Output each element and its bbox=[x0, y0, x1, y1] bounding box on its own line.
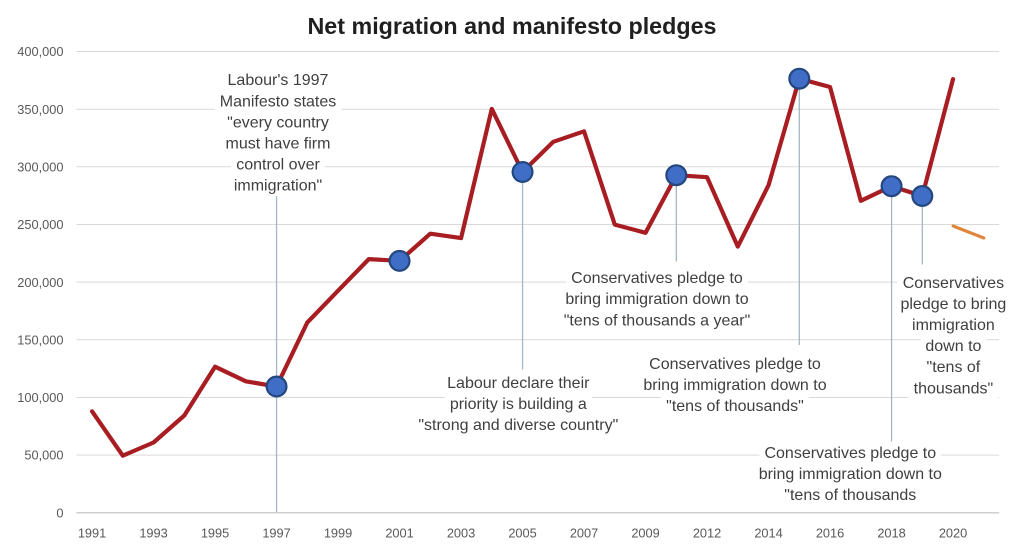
svg-text:1999: 1999 bbox=[324, 526, 352, 541]
svg-text:1995: 1995 bbox=[201, 526, 229, 541]
svg-text:Conservatives pledge to: Conservatives pledge to bbox=[571, 270, 743, 287]
svg-text:bring immigration down to: bring immigration down to bbox=[643, 377, 826, 394]
svg-text:immigration": immigration" bbox=[234, 178, 322, 195]
svg-text:Net migration and manifesto pl: Net migration and manifesto pledges bbox=[307, 13, 716, 39]
svg-text:0: 0 bbox=[56, 505, 63, 520]
svg-text:50,000: 50,000 bbox=[24, 448, 63, 463]
svg-text:Manifesto states: Manifesto states bbox=[220, 93, 337, 110]
svg-text:Conservatives pledge to: Conservatives pledge to bbox=[764, 445, 936, 462]
svg-text:1991: 1991 bbox=[78, 526, 106, 541]
svg-text:"tens of thousands": "tens of thousands" bbox=[666, 398, 804, 415]
svg-text:400,000: 400,000 bbox=[17, 44, 63, 59]
svg-text:"strong and diverse country": "strong and diverse country" bbox=[418, 417, 618, 434]
svg-text:2012: 2012 bbox=[693, 526, 721, 541]
svg-text:Conservatives: Conservatives bbox=[903, 275, 1004, 292]
svg-text:bring immigration down to: bring immigration down to bbox=[565, 291, 748, 308]
svg-text:thousands": thousands" bbox=[914, 380, 994, 397]
svg-text:2014: 2014 bbox=[754, 526, 782, 541]
svg-text:1997: 1997 bbox=[262, 526, 290, 541]
svg-text:2018: 2018 bbox=[877, 526, 905, 541]
svg-text:"tens of: "tens of bbox=[927, 359, 981, 376]
svg-text:1993: 1993 bbox=[139, 526, 167, 541]
svg-text:pledge to bring: pledge to bring bbox=[900, 296, 1006, 313]
svg-text:"every country: "every country bbox=[227, 114, 329, 131]
svg-text:150,000: 150,000 bbox=[17, 332, 63, 347]
svg-text:2007: 2007 bbox=[570, 526, 598, 541]
svg-text:100,000: 100,000 bbox=[17, 390, 63, 405]
svg-text:Labour declare their: Labour declare their bbox=[447, 375, 590, 392]
svg-text:300,000: 300,000 bbox=[17, 159, 63, 174]
svg-text:200,000: 200,000 bbox=[17, 275, 63, 290]
svg-text:immigration: immigration bbox=[912, 317, 995, 334]
svg-text:350,000: 350,000 bbox=[17, 102, 63, 117]
svg-text:control over: control over bbox=[236, 157, 320, 174]
svg-text:2020: 2020 bbox=[939, 526, 967, 541]
svg-text:Labour's 1997: Labour's 1997 bbox=[228, 72, 329, 89]
svg-text:must have firm: must have firm bbox=[226, 136, 331, 153]
svg-text:bring immigration down to: bring immigration down to bbox=[759, 466, 942, 483]
svg-text:2003: 2003 bbox=[447, 526, 475, 541]
svg-text:"tens of thousands: "tens of thousands bbox=[784, 487, 916, 504]
svg-text:priority is building a: priority is building a bbox=[450, 396, 587, 413]
svg-text:Conservatives pledge to: Conservatives pledge to bbox=[649, 356, 821, 373]
svg-text:2009: 2009 bbox=[631, 526, 659, 541]
svg-text:2005: 2005 bbox=[508, 526, 536, 541]
svg-text:down to: down to bbox=[925, 338, 981, 355]
svg-text:2001: 2001 bbox=[385, 526, 413, 541]
svg-text:"tens of thousands a year": "tens of thousands a year" bbox=[564, 312, 751, 329]
svg-text:2016: 2016 bbox=[816, 526, 844, 541]
svg-text:250,000: 250,000 bbox=[17, 217, 63, 232]
